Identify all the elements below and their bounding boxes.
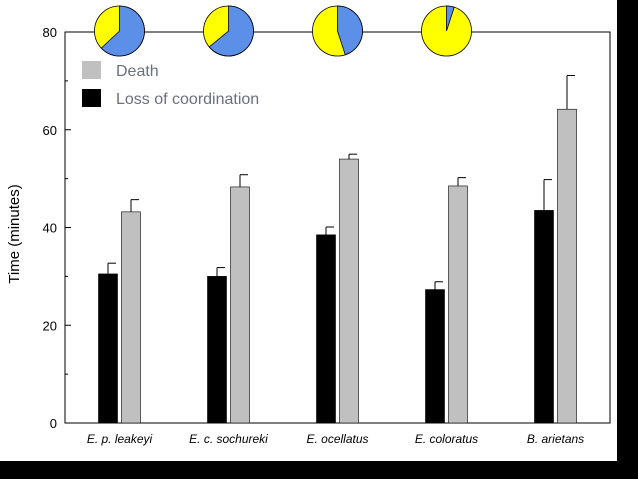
x-tick-label-e-coloratus: E. coloratus [415,432,478,446]
bar-death-b-arietans [557,108,577,424]
x-axis: E. p. leakeyi E. c. sochureki E. ocellatus… [87,432,584,446]
bar-loss-of-coordination-e-coloratus [425,289,445,424]
bar-death-e-p-leakeyi [121,211,141,424]
bar-loss-of-coordination-e-p-leakeyi [98,273,118,424]
x-tick-label-e-ocellatus: E. ocellatus [306,432,368,446]
y-axis-label: Time (minutes) [6,184,23,283]
chart-panel: 0 20 40 60 80 E. p. leakeyi E. c. sochureki E.… [0,0,617,461]
bars [98,74,577,424]
bar-death-e-ocellatus [339,158,359,424]
legend-label-death: Death [116,63,159,80]
y-tick-label-80: 80 [43,25,57,40]
pie-charts [94,5,472,57]
legend-swatch-death [82,61,101,79]
bar-death-e-c-sochureki [230,186,250,424]
bar-loss-of-coordination-b-arietans [534,210,554,424]
pie-blue-e-ocellatus [337,5,363,56]
legend: Death Loss of coordination [82,61,259,108]
legend-swatch-loss-of-coordination [82,89,101,107]
bar-death-e-coloratus [448,185,468,424]
y-tick-label-0: 0 [50,416,57,431]
pie-blue-e-c-sochureki [208,5,254,57]
bar-loss-of-coordination-e-ocellatus [316,234,336,424]
y-tick-label-20: 20 [43,318,57,333]
y-axis: 0 20 40 60 80 [43,25,71,431]
pie-blue-e-p-leakeyi [100,5,145,57]
pie-blue-e-coloratus [446,5,455,32]
y-tick-label-60: 60 [43,123,57,138]
x-tick-label-e-p-leakeyi: E. p. leakeyi [87,432,153,446]
x-tick-label-b-arietans: B. arietans [527,432,584,446]
y-tick-label-40: 40 [43,221,57,236]
x-tick-label-e-c-sochureki: E. c. sochureki [189,432,268,446]
bar-loss-of-coordination-e-c-sochureki [207,276,227,424]
legend-label-loss-of-coordination: Loss of coordination [116,91,259,108]
